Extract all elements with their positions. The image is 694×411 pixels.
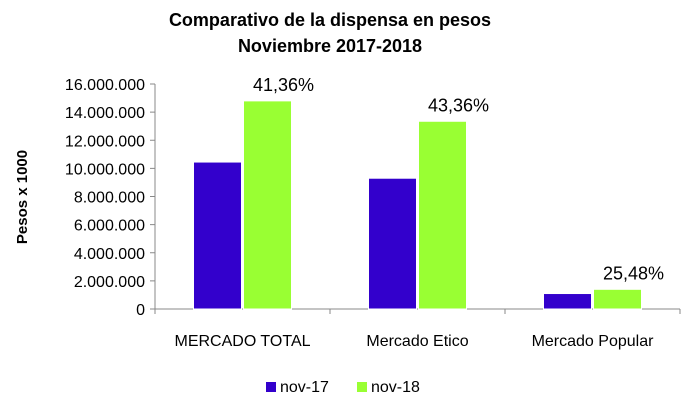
y-tick-label: 10.000.000 — [65, 161, 145, 178]
y-tick-label: 4.000.000 — [74, 246, 145, 263]
y-tick-label: 2.000.000 — [74, 274, 145, 291]
x-tick-label: MERCADO TOTAL — [174, 333, 310, 350]
bar-nov-17-1 — [193, 161, 242, 310]
y-tick-label: 0 — [136, 302, 145, 319]
y-tick-label: 6.000.000 — [74, 218, 145, 235]
bar-nov-17-3 — [543, 293, 592, 310]
legend-swatch-nov-18 — [357, 382, 367, 392]
bar-nov-18-3 — [593, 288, 642, 310]
y-tick-label: 16.000.000 — [65, 77, 145, 94]
y-tick-label: 12.000.000 — [65, 133, 145, 150]
y-tick-label: 14.000.000 — [65, 105, 145, 122]
bar-nov-18-1 — [243, 100, 292, 310]
x-tick-label: Mercado Popular — [532, 333, 655, 350]
growth-label: 25,48% — [603, 263, 664, 283]
legend: nov-17 nov-18 — [266, 379, 420, 396]
chart-title: Comparativo de la dispensa en pesos — [169, 10, 491, 30]
bar-nov-17-2 — [368, 177, 417, 310]
bar-nov-18-2 — [418, 120, 467, 310]
y-tick-label: 8.000.000 — [74, 190, 145, 207]
legend-label-nov-17: nov-17 — [280, 379, 329, 396]
chart-subtitle: Noviembre 2017-2018 — [238, 36, 422, 56]
growth-label: 41,36% — [253, 75, 314, 95]
x-tick-label: Mercado Etico — [366, 333, 468, 350]
plot-area: 0 2.000.000 4.000.000 6.000.000 8.000.000 10.… — [65, 75, 681, 350]
legend-label-nov-18: nov-18 — [371, 379, 420, 396]
y-axis-label: Pesos x 1000 — [14, 150, 31, 244]
growth-label: 43,36% — [428, 95, 489, 115]
legend-swatch-nov-17 — [266, 382, 276, 392]
